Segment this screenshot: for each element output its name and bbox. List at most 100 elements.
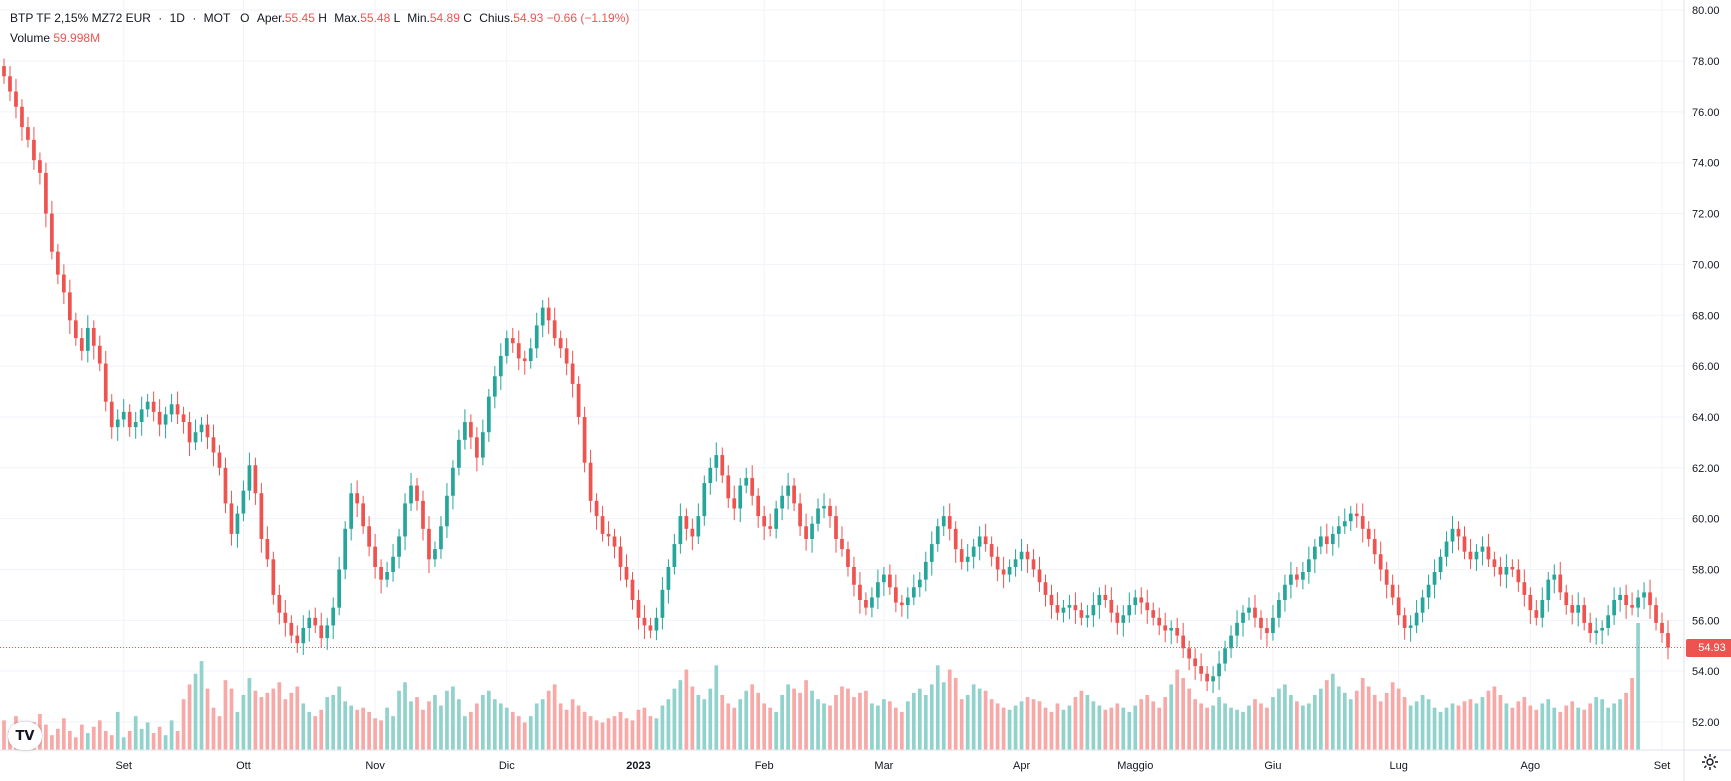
candle-body: [1654, 605, 1658, 623]
candle-body: [1061, 607, 1066, 613]
candle-body: [127, 411, 132, 428]
symbol-title[interactable]: BTP TF 2,15% MZ72 EUR: [10, 11, 151, 25]
candle-body: [1552, 574, 1557, 580]
volume-bar: [666, 699, 671, 750]
candle-body: [97, 345, 102, 364]
y-tick-label: 74.00: [1692, 158, 1720, 170]
candle-body: [744, 477, 749, 486]
candle-body: [917, 579, 922, 588]
volume-bar: [1013, 705, 1018, 750]
candle-body: [91, 327, 96, 346]
candle-body: [415, 485, 419, 501]
volume-bar: [1450, 703, 1455, 750]
candle-body: [654, 617, 659, 631]
volume-bar: [181, 699, 186, 750]
candle-body: [810, 523, 814, 539]
volume-bar: [1438, 711, 1443, 750]
candle-body: [1624, 594, 1628, 606]
x-tick-label: 2023: [626, 760, 650, 772]
volume-bar: [828, 705, 832, 750]
volume-bar: [1049, 711, 1054, 750]
candle-body: [1079, 610, 1084, 618]
open-value: 55.45: [284, 11, 315, 25]
candle-body: [1043, 582, 1048, 595]
candle-body: [121, 411, 126, 420]
candle-body: [1073, 605, 1078, 611]
volume-bar: [1211, 705, 1215, 750]
volume-bar: [1558, 711, 1563, 750]
volume-bar: [1468, 699, 1473, 750]
interval-label[interactable]: 1D: [169, 11, 185, 25]
volume-bar: [1372, 694, 1377, 750]
volume-bar: [1624, 692, 1628, 750]
volume-bar: [1031, 699, 1036, 750]
volume-bar: [235, 711, 240, 750]
volume-bar: [624, 718, 629, 750]
volume-bar: [1229, 707, 1233, 750]
candle-body: [1289, 574, 1293, 585]
candle-body: [528, 348, 533, 362]
candle-body: [1163, 625, 1168, 631]
candle-body: [337, 569, 342, 608]
y-tick-label: 78.00: [1692, 56, 1720, 68]
candle-body: [1468, 551, 1473, 560]
volume-bar: [1336, 686, 1341, 750]
volume-bar: [265, 692, 270, 750]
volume-label[interactable]: Volume: [10, 31, 51, 45]
candle-body: [1139, 597, 1144, 603]
volume-bar: [534, 703, 539, 750]
candle-body: [1247, 607, 1251, 613]
volume-bar: [1241, 711, 1245, 750]
volume-bar: [965, 694, 970, 750]
volume-bar: [1408, 705, 1413, 750]
gear-icon[interactable]: [1700, 752, 1720, 772]
y-tick-label: 58.00: [1692, 564, 1720, 576]
volume-bar: [1235, 709, 1239, 750]
volume-bar: [816, 699, 820, 750]
candle-body: [2, 66, 6, 77]
candle-body: [798, 503, 802, 527]
volume-bar: [1420, 694, 1425, 750]
volume-bar: [648, 716, 653, 750]
volume-bar: [612, 716, 617, 750]
candle-body: [1360, 516, 1365, 529]
candle-body: [792, 485, 796, 504]
candle-body: [343, 528, 348, 570]
close-value: 54.93: [513, 11, 544, 25]
candle-body: [1001, 569, 1006, 575]
volume-bar: [941, 682, 946, 750]
candle-body: [899, 602, 904, 606]
candle-body: [1007, 566, 1012, 575]
candle-body: [816, 508, 820, 524]
candle-body: [959, 549, 964, 562]
volume-bar: [588, 716, 593, 750]
volume-bar: [277, 682, 282, 750]
candle-body: [1516, 569, 1521, 583]
candle-body: [1648, 592, 1652, 606]
x-tick-label: Set: [115, 760, 132, 772]
candle-body: [1037, 569, 1042, 583]
volume-bar: [1402, 697, 1407, 750]
candle-body: [1241, 612, 1245, 623]
candle-body: [1396, 597, 1401, 616]
candle-body: [840, 538, 844, 550]
volume-bar: [756, 692, 761, 750]
candle-body: [1277, 600, 1281, 618]
volume-bar: [343, 701, 348, 750]
candle-body: [1372, 538, 1377, 555]
volume-bar: [1091, 701, 1096, 750]
y-tick-label: 72.00: [1692, 209, 1720, 221]
candle-body: [738, 485, 743, 509]
volume-bar: [319, 709, 324, 750]
tradingview-logo[interactable]: TV: [8, 722, 42, 750]
volume-bar: [62, 718, 66, 750]
volume-bar: [1025, 697, 1030, 750]
volume-bar: [564, 709, 569, 750]
volume-bar: [929, 684, 934, 750]
candle-body: [822, 505, 826, 509]
volume-bar: [792, 688, 796, 750]
candle-body: [1157, 617, 1162, 626]
volume-bar: [187, 684, 192, 750]
